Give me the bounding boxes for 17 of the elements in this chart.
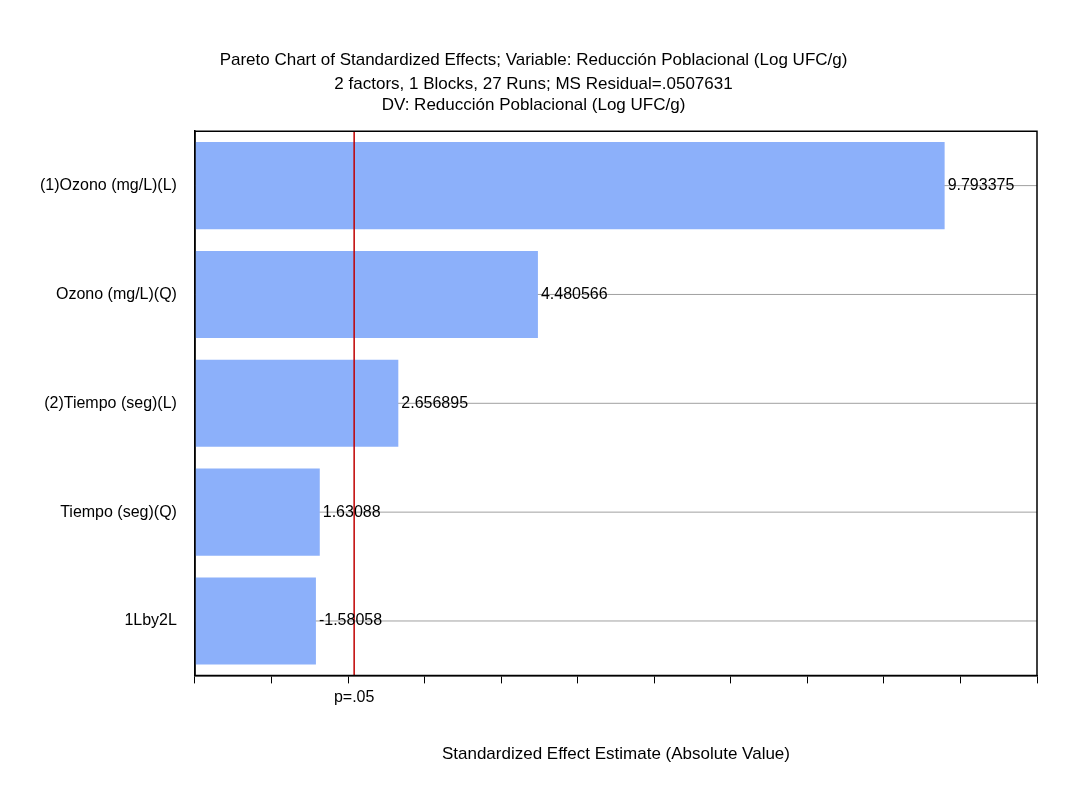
bar — [195, 577, 316, 665]
y-tick-label: (1)Ozono (mg/L)(L) — [40, 176, 177, 194]
bar — [195, 142, 945, 230]
data-label: 2.656895 — [401, 393, 469, 411]
x-axis-title: Standardized Effect Estimate (Absolute Value) — [441, 744, 790, 764]
bar — [195, 250, 538, 338]
y-tick-label: Tiempo (seg)(Q) — [60, 502, 177, 520]
y-tick-label: 1Lby2L — [124, 611, 178, 629]
chart-title: Pareto Chart of Standardized Effects; Variable: Reducción Poblacional (Log UFC/g) — [219, 49, 848, 69]
ref-line-label: p=.05 — [333, 687, 375, 705]
y-tick-label: (2)Tiempo (seg)(L) — [44, 393, 177, 411]
data-label: 4.480566 — [540, 284, 608, 302]
bar — [195, 359, 399, 447]
bar — [195, 468, 320, 556]
y-tick-label: Ozono (mg/L)(Q) — [56, 284, 177, 302]
data-label: 9.793375 — [947, 176, 1015, 194]
chart-subtitle: 2 factors, 1 Blocks, 27 Runs; MS Residual=.0507631 DV: Reducción Poblacional (Log UFC/g) — [334, 74, 733, 114]
